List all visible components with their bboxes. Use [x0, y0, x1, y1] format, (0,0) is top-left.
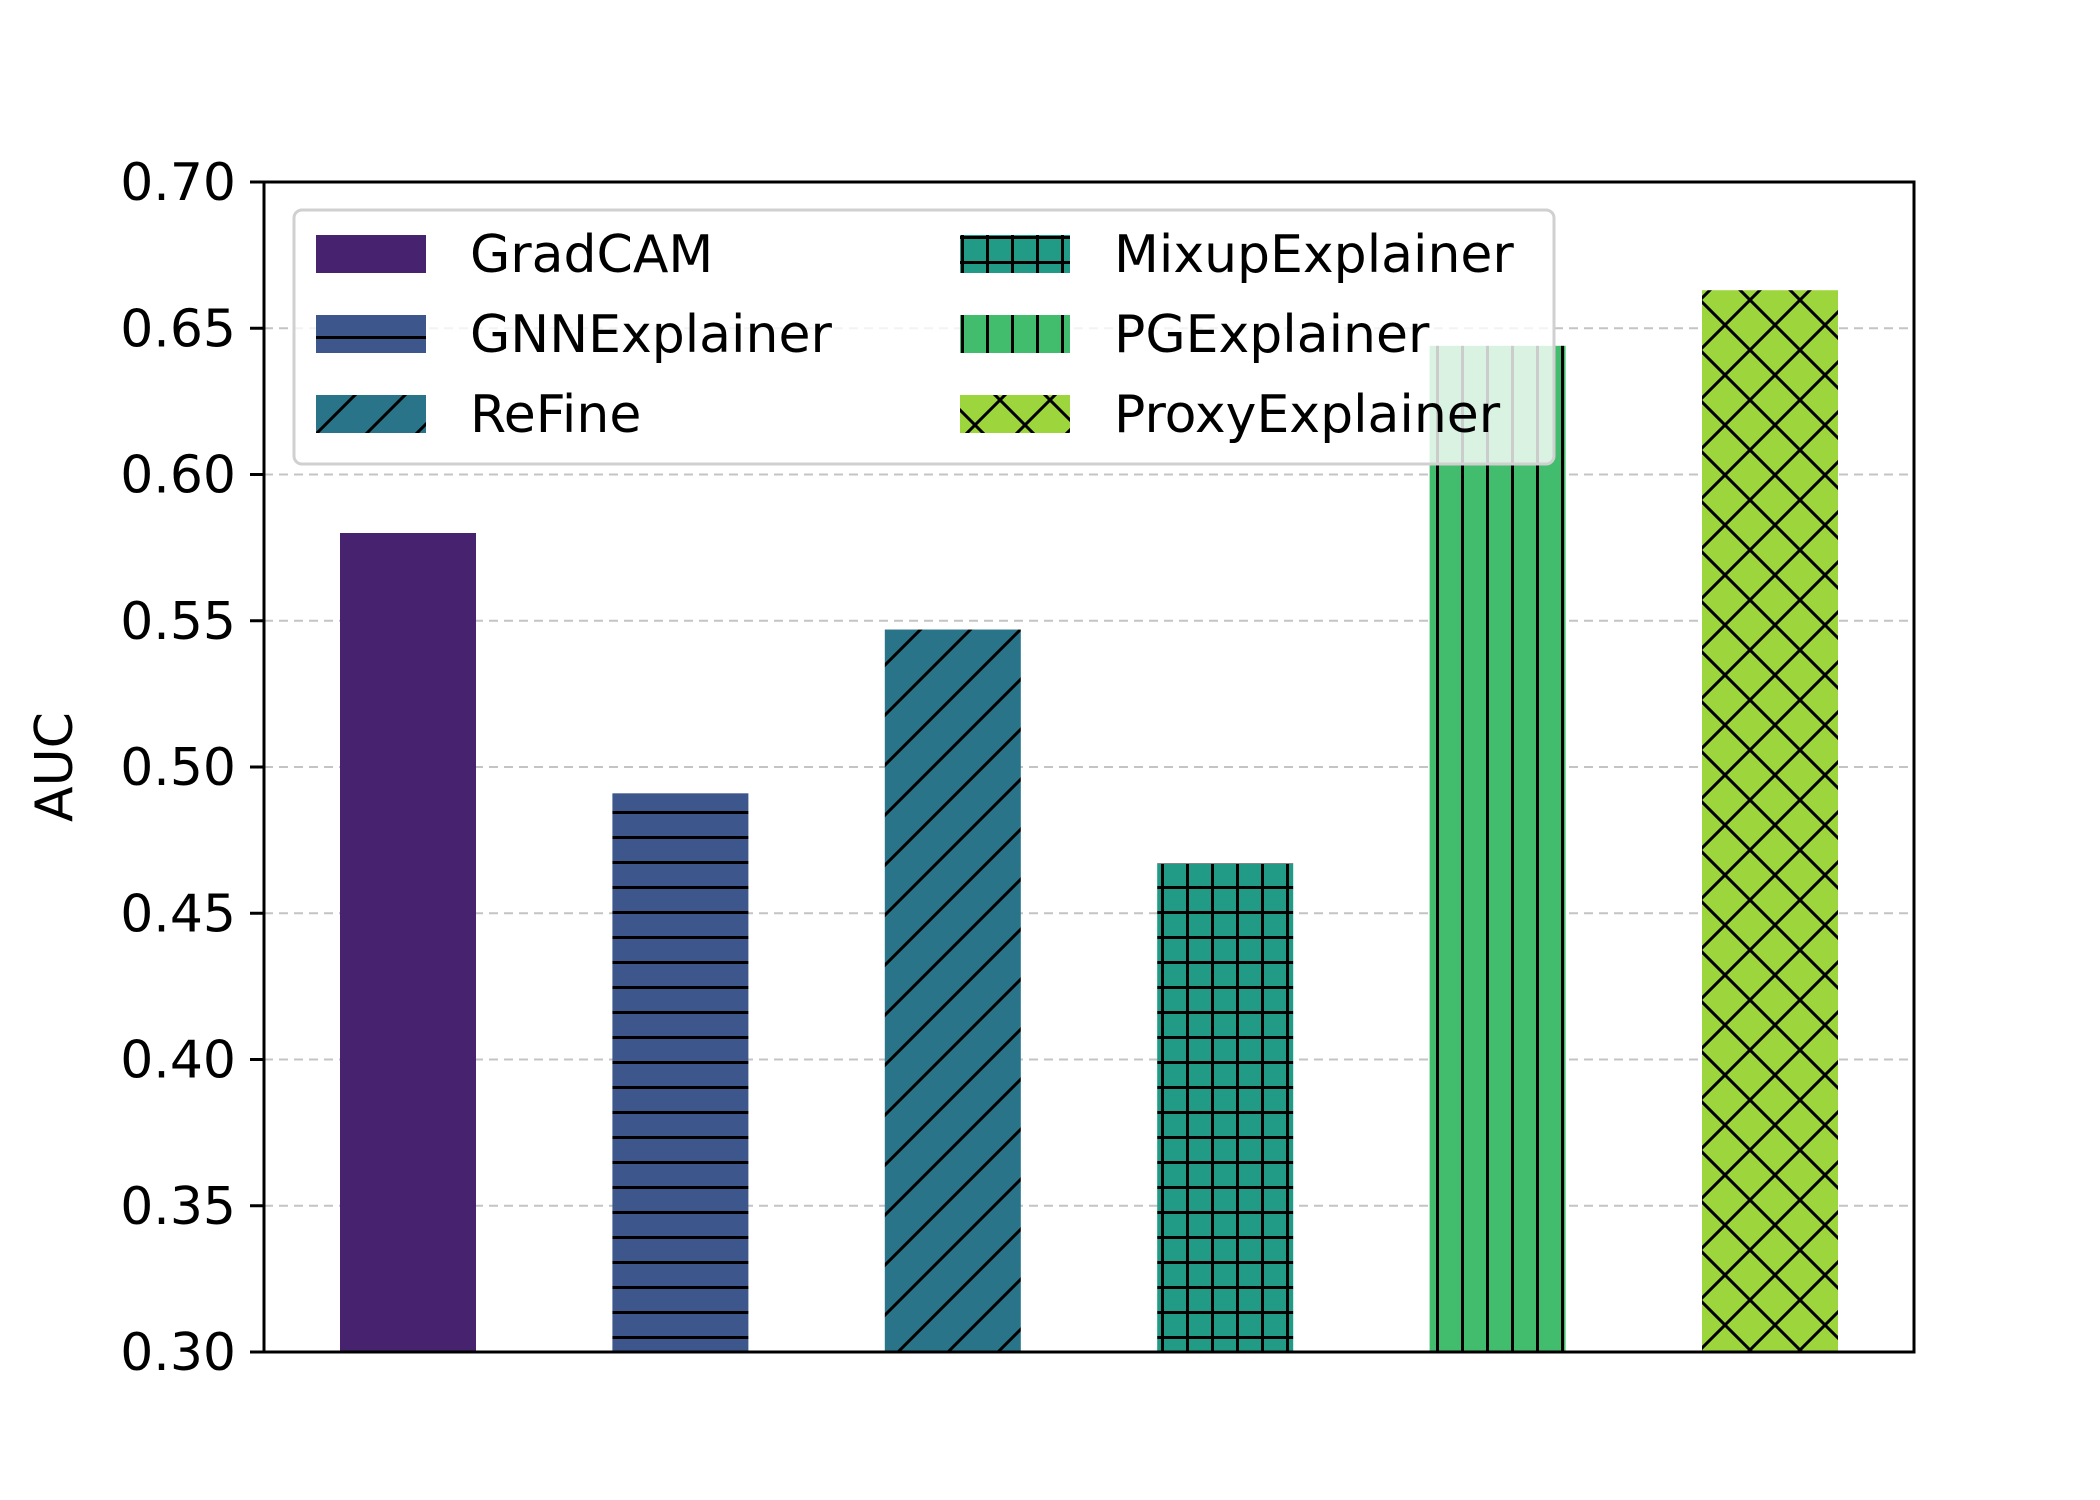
legend-box: [292, 208, 1556, 466]
bar-proxyexplainer: [1702, 290, 1838, 1353]
y-tick-label: 0.65: [120, 299, 236, 359]
y-tick-label: 0.35: [120, 1177, 236, 1237]
legend-label: ReFine: [470, 385, 641, 445]
y-axis-label: AUC: [25, 712, 85, 822]
bar-gnnexplainer: [612, 793, 749, 1352]
bar-mixupexplainer: [1157, 863, 1294, 1352]
legend-label: PGExplainer: [1114, 305, 1430, 365]
y-tick-label: 0.40: [120, 1031, 236, 1091]
legend-swatch: [960, 395, 1070, 433]
bars: [340, 290, 1838, 1353]
legend-swatch: [960, 315, 1070, 353]
legend-swatch: [960, 235, 1070, 273]
y-tick-label: 0.50: [120, 738, 236, 798]
y-tick-label: 0.60: [120, 446, 236, 506]
legend-swatch: [316, 315, 426, 353]
legend-label: ProxyExplainer: [1114, 385, 1501, 445]
legend-swatch: [316, 395, 426, 433]
y-tick-label: 0.45: [120, 884, 236, 944]
legend-label: MixupExplainer: [1114, 225, 1514, 285]
bar-gradcam: [340, 533, 476, 1352]
legend-label: GradCAM: [470, 225, 713, 285]
y-tick-label: 0.70: [120, 153, 236, 213]
legend-swatch: [316, 235, 426, 273]
legend: GradCAM GNNExplainer ReFine MixupExplainer P…: [292, 208, 1556, 466]
y-tick-label: 0.55: [120, 592, 236, 652]
bar-pgexplainer: [1429, 345, 1566, 1352]
y-axis-ticks: 0.30 0.35 0.40 0.45 0.50 0.55 0.60 0.65 0.70: [120, 153, 264, 1383]
y-tick-label: 0.30: [120, 1323, 236, 1383]
bar-refine: [884, 629, 1021, 1352]
legend-label: GNNExplainer: [470, 305, 832, 365]
